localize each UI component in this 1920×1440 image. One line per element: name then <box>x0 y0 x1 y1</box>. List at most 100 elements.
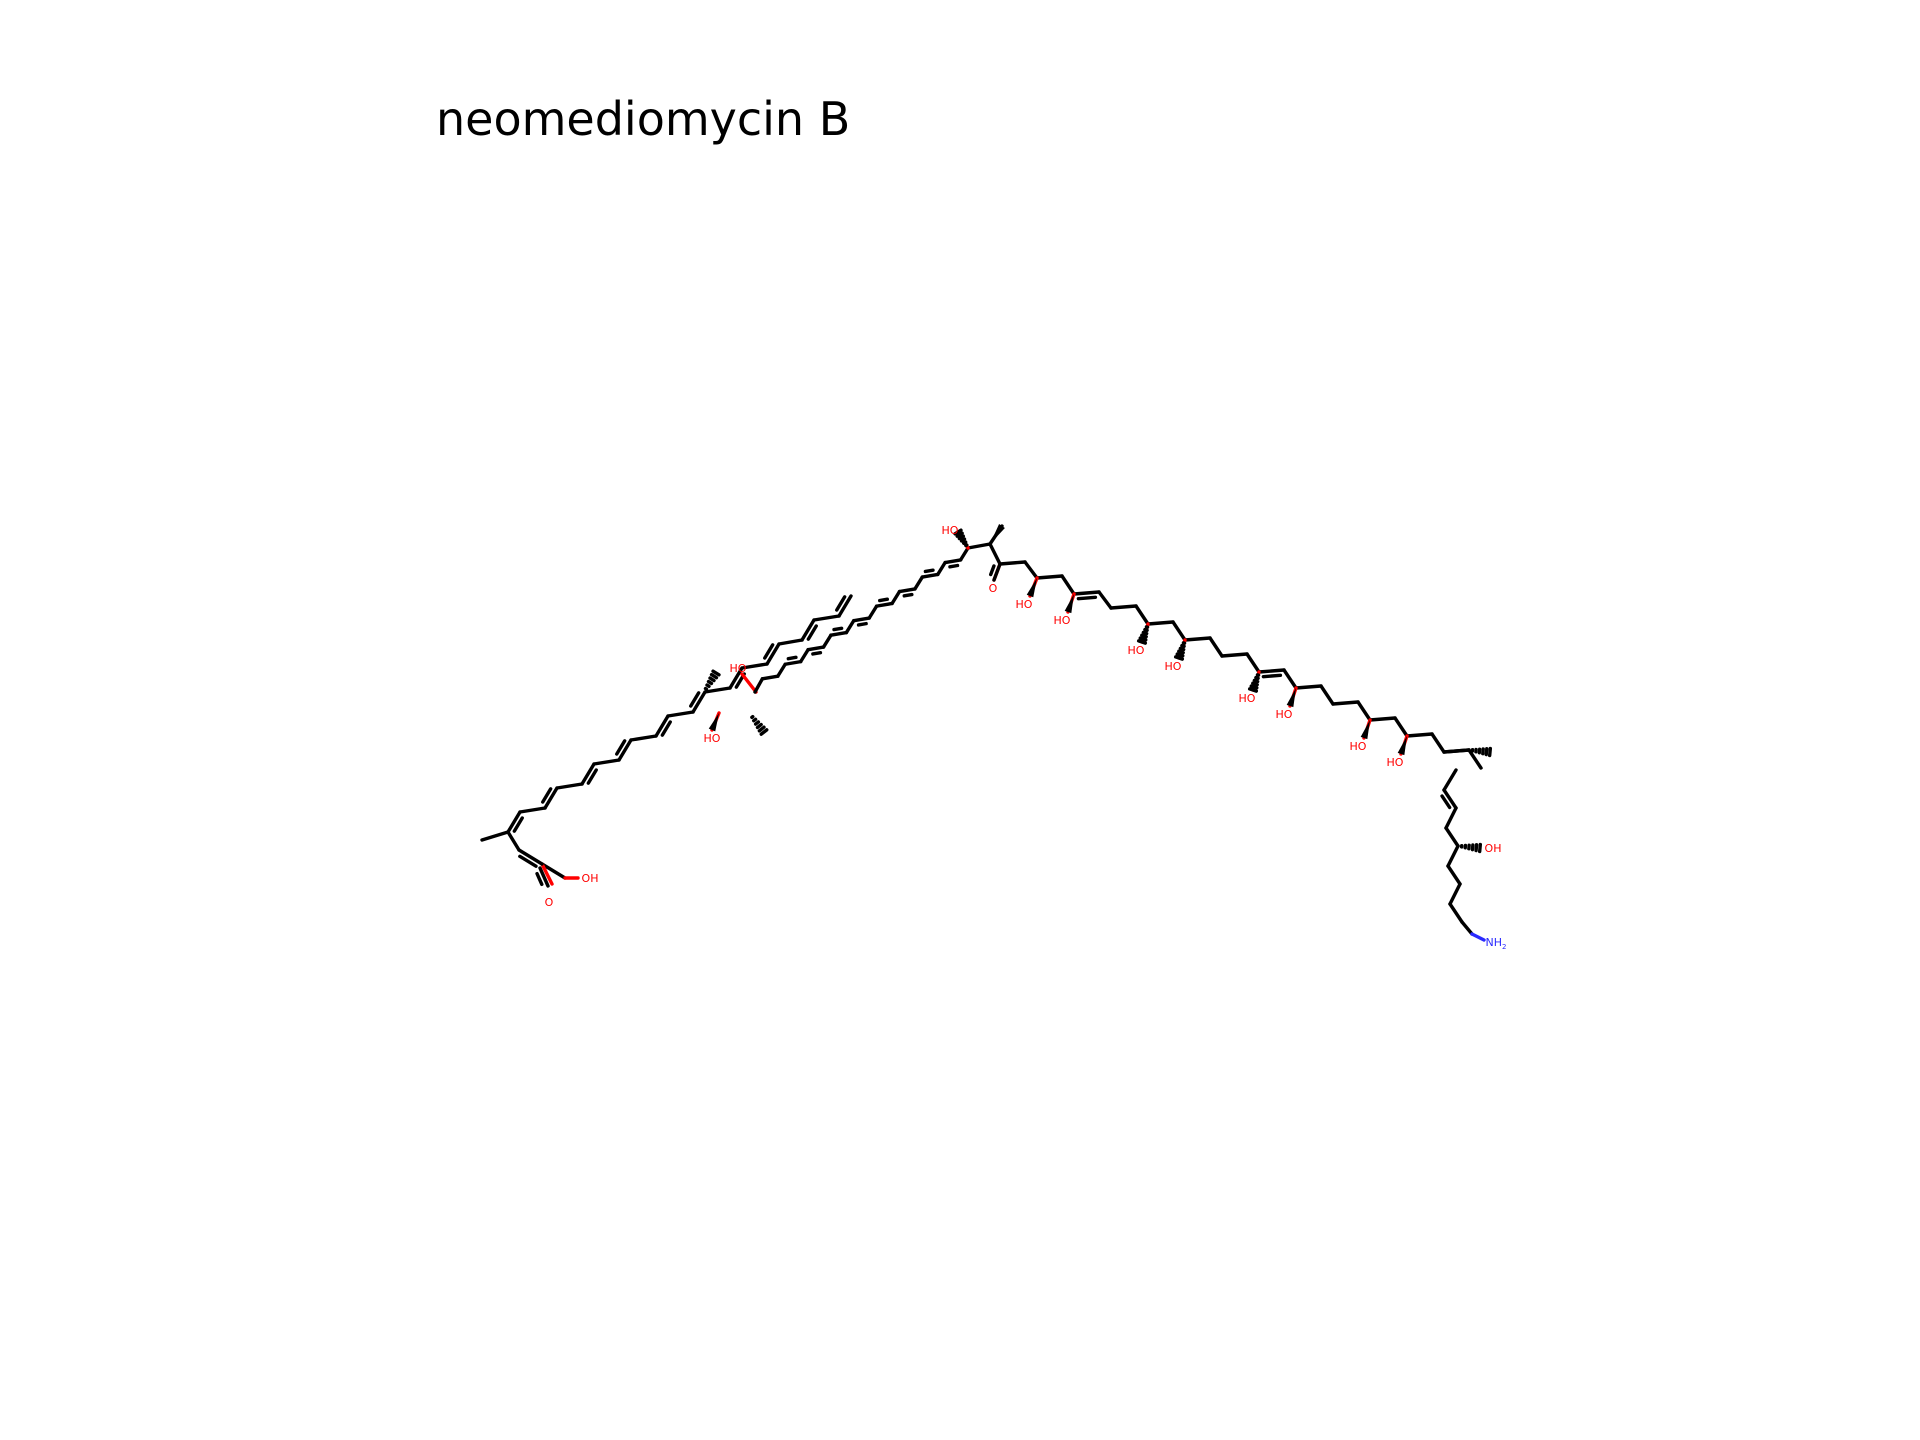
bond-163 <box>1444 806 1458 830</box>
bond-162 <box>1440 794 1452 810</box>
bond-113 <box>1319 684 1335 706</box>
bond-68 <box>874 601 894 608</box>
bond-135 <box>1180 643 1186 649</box>
bond-102 <box>1134 604 1150 626</box>
atom-label-15: NH2 <box>1486 936 1507 951</box>
bond-87 <box>953 528 963 536</box>
bond-114 <box>1331 700 1360 706</box>
wedge-bond-89 <box>990 524 1005 544</box>
bond-30 <box>765 642 781 666</box>
bond-174 <box>1474 843 1479 853</box>
bond-52 <box>740 672 758 694</box>
bond-103 <box>1146 620 1175 626</box>
atom-label-13: HO <box>1387 756 1404 769</box>
atom-label-8: HO <box>1128 644 1145 657</box>
bond-58 <box>798 648 810 664</box>
bond-130 <box>1140 633 1148 639</box>
bond-104 <box>1171 620 1187 642</box>
bond-112 <box>1294 684 1323 690</box>
bond-27 <box>728 666 744 690</box>
bond-144 <box>1251 681 1259 687</box>
bond-78 <box>948 563 960 569</box>
bond-94 <box>998 560 1027 566</box>
atom-label-3: HO <box>730 662 747 675</box>
bond-70 <box>890 589 902 606</box>
bond-9 <box>506 810 522 834</box>
bond-96 <box>1035 574 1064 580</box>
bond-85 <box>957 534 966 541</box>
bond-72 <box>902 592 914 598</box>
bond-159 <box>1487 746 1493 758</box>
bond-36 <box>837 594 853 618</box>
bond-71 <box>897 587 917 594</box>
bond-121 <box>1467 748 1483 770</box>
bond-164 <box>1444 826 1460 848</box>
bond-13 <box>541 787 553 804</box>
bond-138 <box>1175 652 1185 658</box>
bond-29 <box>740 662 769 670</box>
bond-132 <box>1136 639 1148 645</box>
bond-160 <box>1442 768 1458 792</box>
bond-46 <box>750 714 755 720</box>
bond-11 <box>518 806 547 814</box>
wedge-bond-123 <box>1026 578 1037 598</box>
bond-42 <box>706 679 714 686</box>
bond-99 <box>1076 595 1098 601</box>
bond-153 <box>1442 748 1471 754</box>
bond-16 <box>586 768 598 785</box>
bond-118 <box>1405 732 1434 738</box>
bond-3 <box>535 871 544 887</box>
bond-31 <box>763 643 775 660</box>
bond-12 <box>543 786 559 810</box>
wedge-bond-148 <box>1286 688 1296 708</box>
bond-65 <box>852 616 871 623</box>
bond-83 <box>961 540 968 545</box>
bond-98 <box>1072 590 1101 596</box>
bond-33 <box>800 618 816 642</box>
bond-92 <box>992 562 1002 582</box>
bond-24 <box>691 690 707 714</box>
atom-label-5: O <box>989 582 998 595</box>
bond-110 <box>1261 673 1283 679</box>
atom-label-2: HO <box>704 732 721 745</box>
bond-20 <box>629 734 658 742</box>
bond-175 <box>1477 842 1483 854</box>
bond-106 <box>1208 636 1224 658</box>
wedge-bond-125 <box>1064 594 1074 614</box>
bond-168 <box>1448 902 1464 924</box>
atom-label-14: OH <box>1485 842 1502 855</box>
bond-19 <box>615 739 627 756</box>
atom-label-1: OH <box>582 872 599 885</box>
bond-142 <box>1254 675 1260 681</box>
bond-169 <box>1460 920 1474 936</box>
bond-54 <box>760 674 780 681</box>
bond-15 <box>580 762 596 786</box>
bond-61 <box>821 633 833 649</box>
bond-21 <box>654 714 670 738</box>
bond-75 <box>923 568 935 574</box>
bond-90 <box>988 542 1002 566</box>
bond-49 <box>755 722 763 730</box>
bond-166 <box>1446 864 1462 886</box>
bond-129 <box>1141 630 1149 636</box>
bond-117 <box>1393 716 1409 738</box>
diagram-title: neomediomycin B <box>436 92 851 146</box>
bond-6 <box>518 854 538 868</box>
bond-74 <box>920 572 940 579</box>
bond-1 <box>540 862 554 886</box>
bond-0 <box>540 862 567 880</box>
atom-label-11: HO <box>1276 708 1293 721</box>
bond-108 <box>1245 652 1261 674</box>
bond-48 <box>753 720 761 726</box>
bond-44 <box>709 672 719 680</box>
bond-176 <box>1470 932 1486 942</box>
bond-128 <box>1143 627 1149 633</box>
bond-111 <box>1282 668 1298 690</box>
bond-101 <box>1109 604 1138 610</box>
bond-105 <box>1183 636 1212 642</box>
bond-143 <box>1252 678 1260 684</box>
bond-158 <box>1484 747 1489 757</box>
bond-119 <box>1430 732 1446 754</box>
bond-2 <box>538 866 550 888</box>
